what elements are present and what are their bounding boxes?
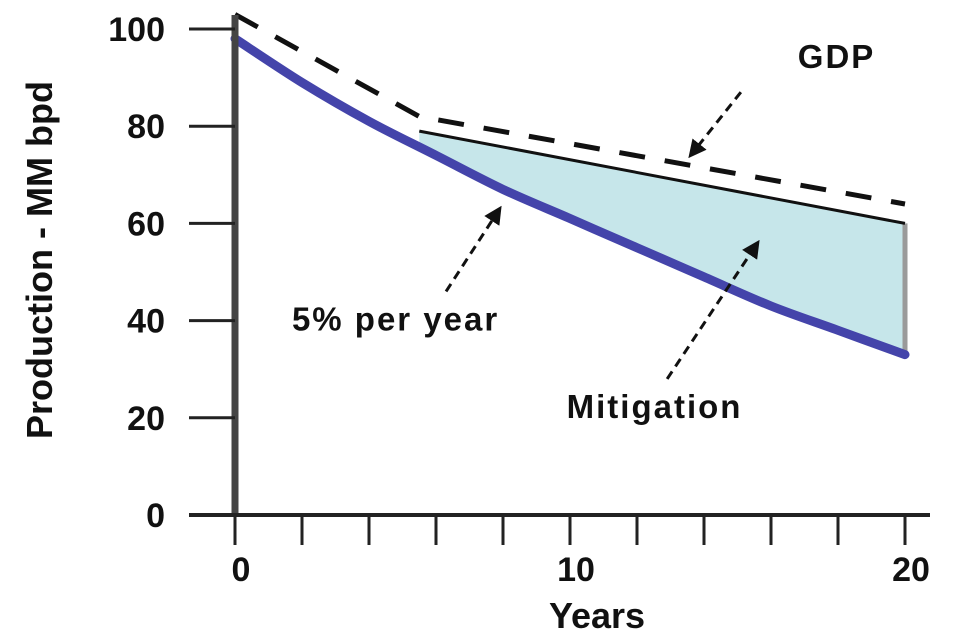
y-tick-label-100: 100 xyxy=(108,11,165,49)
x-tick-label-10: 10 xyxy=(557,551,595,589)
x-tick-label-0: 0 xyxy=(232,551,251,589)
y-tick-label-20: 20 xyxy=(127,400,165,438)
annotation-arrow-mitigation xyxy=(665,239,760,380)
plot-area: 0 20 40 60 80 100 0 10 20 GDP 5% per year Mitigatio… xyxy=(108,11,930,589)
mitigated-line xyxy=(419,129,906,225)
x-axis-title: Years xyxy=(549,595,645,632)
annotation-arrow-gdp xyxy=(688,91,743,159)
annotation-arrow-5-per-year xyxy=(444,205,502,293)
annotation-mitigation: Mitigation xyxy=(567,388,743,425)
annotation-5-per-year: 5% per year xyxy=(292,300,499,337)
mitigation-region xyxy=(419,131,905,355)
y-tick-label-80: 80 xyxy=(127,108,165,146)
y-axis-title: Production - MM bpd xyxy=(19,81,60,439)
y-tick-label-60: 60 xyxy=(127,205,165,243)
decline-curve xyxy=(230,34,910,360)
y-tick-label-40: 40 xyxy=(127,303,165,341)
y-tick-label-0: 0 xyxy=(146,497,165,535)
annotation-gdp: GDP xyxy=(798,38,876,75)
gdp-dashed-line xyxy=(233,12,906,207)
x-tick-label-20: 20 xyxy=(892,551,930,589)
